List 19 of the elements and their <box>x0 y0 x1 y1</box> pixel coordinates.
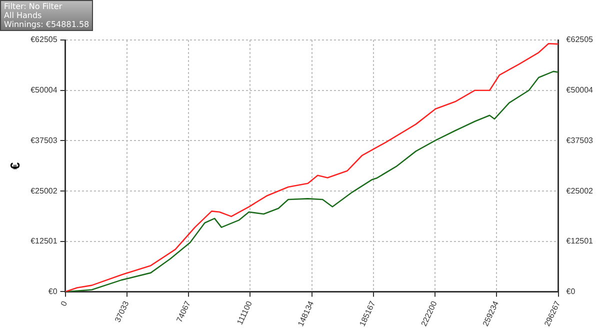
text: All Hands <box>4 11 43 20</box>
x-tick-label: 0 <box>59 299 70 308</box>
y-tick-label: €62505 <box>30 35 58 44</box>
y2-tick-label: €0 <box>566 286 576 296</box>
text: Winnings: €54881.58 <box>4 20 90 29</box>
y-tick-label: €12501 <box>30 236 58 246</box>
y2-tick-label: €50004 <box>566 86 594 95</box>
y-tick-label: €50004 <box>30 86 58 95</box>
x-tick-label: 37033 <box>113 299 131 324</box>
y-axis-title: € <box>7 162 22 170</box>
y2-tick-label: €25002 <box>566 186 594 196</box>
y-tick-label: €37503 <box>30 136 58 145</box>
y2-tick-label: €37503 <box>566 136 594 145</box>
y-tick-label: €0 <box>48 286 58 296</box>
text: Filter: No Filter <box>4 2 64 11</box>
x-tick-label: 74067 <box>174 299 193 324</box>
y2-tick-label: €62505 <box>566 35 594 44</box>
y-tick-label: €25002 <box>30 186 58 196</box>
y2-tick-label: €12501 <box>566 236 594 246</box>
